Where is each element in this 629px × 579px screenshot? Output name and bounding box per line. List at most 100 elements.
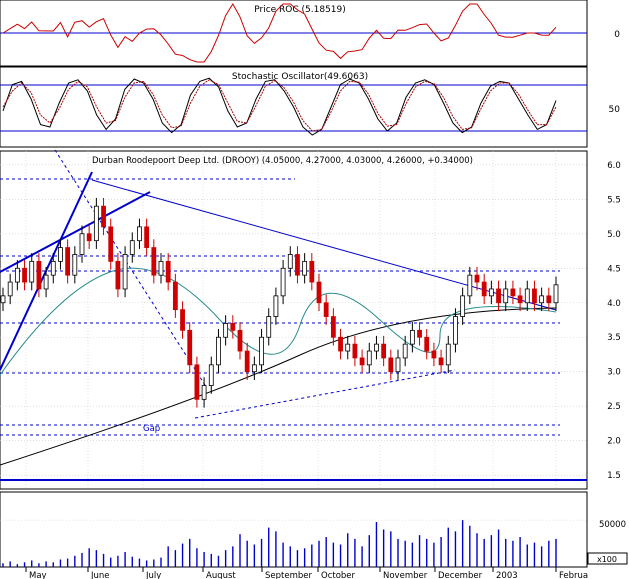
price-candle bbox=[409, 329, 415, 345]
price-candle bbox=[137, 226, 142, 242]
volume-panel: 50000 x100 bbox=[0, 491, 628, 568]
price-candle bbox=[273, 295, 279, 317]
price-candle bbox=[0, 295, 6, 304]
price-candle bbox=[158, 260, 164, 276]
price-tick-label: 3.0 bbox=[607, 368, 621, 378]
price-candle bbox=[223, 323, 229, 338]
gap-annotation: Gap bbox=[143, 424, 160, 434]
price-candle bbox=[108, 226, 114, 262]
moving-average-short bbox=[0, 267, 557, 376]
price-candle bbox=[345, 343, 351, 352]
price-candle bbox=[553, 284, 559, 304]
price-tick-label: 2.0 bbox=[607, 437, 621, 447]
stochastic-series-line bbox=[2, 79, 557, 132]
price-candle bbox=[402, 343, 408, 359]
price-candle bbox=[280, 267, 286, 297]
price-candle bbox=[187, 329, 193, 366]
price-candle bbox=[330, 316, 336, 338]
price-candle bbox=[115, 260, 121, 290]
price-panel: 1.5 2.0 2.5 3.0 3.5 4.0 4.5 5.0 5.5 6.0 Durban Ro… bbox=[0, 149, 621, 490]
price-candle bbox=[359, 357, 365, 366]
price-candle bbox=[151, 247, 157, 276]
month-label: Februa bbox=[559, 571, 588, 579]
price-candle bbox=[366, 350, 372, 366]
stochastic-tick-label: 50 bbox=[609, 105, 621, 115]
downtrend-line bbox=[91, 179, 557, 311]
price-candle bbox=[36, 260, 42, 290]
price-tick-label: 4.0 bbox=[607, 299, 621, 309]
price-candle bbox=[309, 260, 315, 283]
price-candle bbox=[244, 350, 250, 373]
roc-panel: Price ROC (5.18519) 0 bbox=[0, 0, 620, 67]
price-candle bbox=[251, 364, 257, 373]
price-candle bbox=[29, 260, 35, 283]
price-candle bbox=[323, 302, 329, 317]
price-candle bbox=[7, 281, 13, 297]
price-candle bbox=[295, 254, 300, 276]
price-tick-label: 1.5 bbox=[607, 471, 621, 481]
price-candle bbox=[194, 364, 200, 400]
price-candle bbox=[93, 205, 99, 242]
month-label: August bbox=[206, 571, 236, 579]
price-candle bbox=[424, 336, 430, 352]
price-candle bbox=[172, 281, 178, 311]
month-label: 2003 bbox=[496, 571, 518, 579]
price-candle bbox=[431, 350, 437, 359]
roc-series-line bbox=[2, 3, 557, 63]
price-candle bbox=[517, 295, 523, 304]
price-candle bbox=[22, 267, 27, 283]
roc-title: Price ROC (5.18519) bbox=[254, 5, 346, 15]
price-candle bbox=[510, 288, 516, 297]
price-candle bbox=[208, 364, 214, 386]
price-candle bbox=[237, 329, 243, 352]
month-label: December bbox=[438, 571, 483, 579]
price-candle bbox=[460, 295, 466, 317]
price-candle bbox=[388, 357, 394, 373]
price-title: Durban Roodepoort Deep Ltd. (DROOY) (4.0… bbox=[92, 156, 473, 166]
price-candle bbox=[352, 343, 358, 359]
price-candle bbox=[101, 205, 106, 228]
price-tick-label: 6.0 bbox=[607, 161, 621, 171]
price-candle bbox=[14, 267, 20, 283]
price-candle bbox=[50, 260, 56, 276]
month-label: May bbox=[29, 571, 47, 579]
price-candle bbox=[539, 295, 545, 304]
price-candle bbox=[417, 329, 422, 338]
price-candle bbox=[467, 274, 473, 297]
volume-unit-label: x100 bbox=[597, 555, 617, 564]
stochastic-series-line bbox=[2, 77, 557, 136]
price-candle bbox=[79, 233, 85, 255]
dashed-trend-line bbox=[194, 369, 456, 419]
price-candle bbox=[122, 254, 128, 290]
uptrend-channel-line bbox=[0, 191, 151, 273]
price-candle bbox=[374, 343, 379, 352]
price-candle bbox=[524, 288, 530, 304]
roc-tick-label: 0 bbox=[614, 30, 620, 40]
price-tick-label: 2.5 bbox=[607, 402, 621, 412]
price-candle bbox=[316, 281, 322, 304]
price-candle bbox=[445, 343, 451, 366]
x-axis: May June July August September October Novembe… bbox=[25, 567, 588, 579]
price-candle bbox=[532, 288, 537, 304]
price-candle bbox=[43, 274, 49, 290]
price-candle bbox=[488, 288, 494, 297]
price-candle bbox=[438, 357, 444, 366]
price-candle bbox=[259, 336, 264, 366]
price-tick-label: 5.5 bbox=[607, 195, 621, 205]
month-label: September bbox=[265, 571, 312, 579]
price-tick-label: 4.5 bbox=[607, 264, 621, 274]
price-candle bbox=[144, 226, 150, 248]
price-candle bbox=[503, 288, 509, 304]
price-candle bbox=[546, 295, 552, 304]
price-candle bbox=[129, 240, 135, 255]
month-label: October bbox=[321, 571, 356, 579]
price-candle bbox=[230, 323, 236, 331]
price-candle bbox=[216, 336, 221, 366]
price-candle bbox=[266, 316, 272, 338]
dashed-trend-line bbox=[54, 149, 206, 386]
price-candle bbox=[201, 385, 207, 400]
volume-tick-label: 50000 bbox=[599, 520, 626, 530]
price-candle bbox=[395, 357, 401, 373]
price-candle bbox=[338, 336, 343, 352]
price-candle bbox=[453, 316, 458, 345]
